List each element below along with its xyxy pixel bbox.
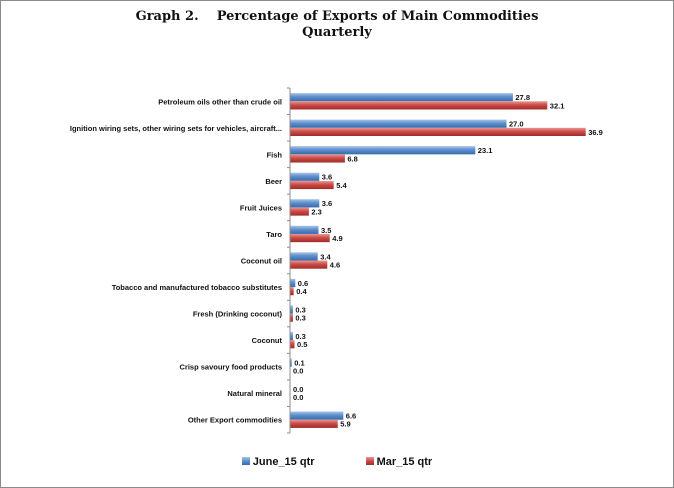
legend-item-mar: Mar_15 qtr [365,456,433,469]
data-label: 3.6 [322,199,332,208]
category-label: Petroleum oils other than crude oil [158,97,282,106]
data-label: 2.3 [311,207,321,216]
category-label: Ignition wiring sets, other wiring sets … [70,124,282,133]
bar-june [290,331,293,341]
data-label: 27.8 [515,93,530,102]
category-label: Fruit Juices [240,203,282,212]
bar-mar [290,340,295,349]
bar-june [290,93,513,102]
data-label: 0.5 [297,340,307,349]
category-label: Natural mineral [227,389,282,398]
bar-june [290,146,476,155]
bar-june [290,278,296,288]
category-label: Coconut oil [241,257,282,266]
legend-label-mar: Mar_15 qtr [376,456,433,469]
bar-june [290,411,344,420]
data-label: 0.0 [293,367,303,376]
legend-swatch-mar [365,457,374,466]
bar-mar [290,154,345,163]
chart-subtitle: Quarterly [302,25,372,40]
bar-june [290,358,292,367]
bar-june [290,225,319,234]
legend-item-june: June_15 qtr [241,456,315,469]
category-label: Beer [265,177,282,186]
bar-june [290,199,320,208]
data-label: 23.1 [478,146,493,155]
data-label: 4.9 [332,234,342,243]
data-label: 3.6 [322,173,332,182]
bar-june [290,252,318,261]
bar-mar [290,419,338,428]
bar-mar [290,207,309,216]
data-label: 36.9 [588,128,603,137]
data-label: 6.8 [347,154,357,163]
chart-legend: June_15 qtr Mar_15 qtr [0,456,674,468]
bar-mar [290,180,334,190]
bar-june [290,305,293,314]
data-label: 27.0 [509,120,524,129]
bar-mar [290,127,586,137]
data-label: 0.3 [295,305,305,314]
category-label: Tobacco and manufactured tobacco substit… [112,283,282,292]
data-label: 3.5 [321,226,331,235]
data-label: 0.6 [298,279,308,288]
data-label: 0.3 [295,314,305,323]
category-label: Fresh (Drinking coconut) [193,310,283,319]
data-label: 4.6 [330,261,340,270]
bar-mar [290,101,548,110]
bar-june [290,119,507,128]
data-label: 5.4 [336,181,347,190]
data-label: 0.0 [293,393,303,402]
legend-swatch-june [241,457,250,466]
category-label: Other Export commodities [188,416,282,425]
chart-title: Graph 2. Percentage of Exports of Main C… [135,9,539,24]
bar-mar [290,313,293,322]
data-label: 5.9 [340,420,350,429]
data-label: 0.0 [293,385,303,394]
bar-mar [290,287,294,296]
bar-mar [290,260,328,269]
bar-june [290,172,320,181]
data-label: 32.1 [550,101,565,110]
data-label: 3.4 [320,252,331,261]
bar-mar [290,233,330,243]
chart-title-block: Graph 2. Percentage of Exports of Main C… [0,9,674,41]
category-label: Fish [267,150,283,159]
category-label: Coconut [252,336,283,345]
category-label: Taro [266,230,282,239]
category-label: Crisp savoury food products [179,363,282,372]
data-label: 0.4 [296,287,307,296]
data-label: 0.1 [294,358,304,367]
data-label: 6.6 [346,412,356,421]
data-label: 0.3 [295,332,305,341]
legend-label-june: June_15 qtr [252,456,315,469]
